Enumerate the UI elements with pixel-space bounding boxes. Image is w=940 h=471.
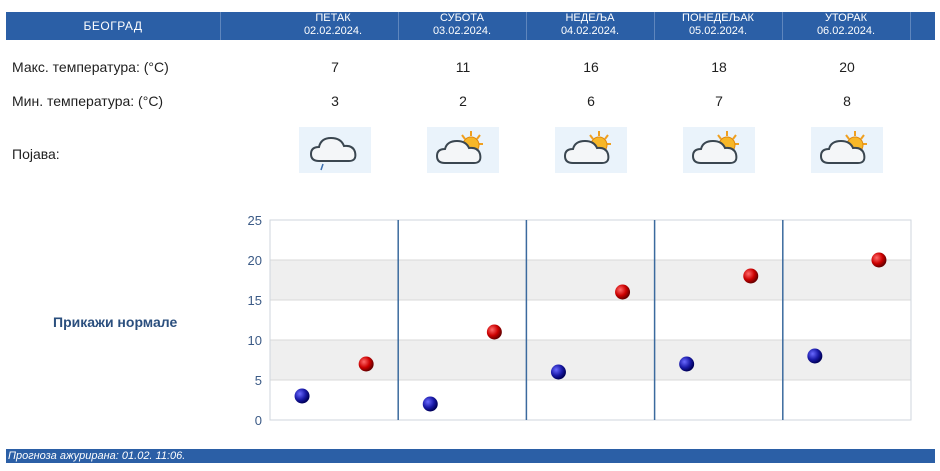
city-name: БЕОГРАД — [83, 19, 143, 33]
y-tick-label: 5 — [255, 373, 262, 388]
show-normals-link[interactable]: Прикажи нормале — [53, 314, 178, 330]
header-divider — [782, 12, 783, 40]
header-divider — [398, 12, 399, 40]
min-temp-point — [807, 348, 823, 364]
day-name: СУБОТА — [440, 12, 484, 24]
partly-cloudy-sun-icon — [683, 127, 755, 173]
day-name: ПОНЕДЕЉАК — [682, 12, 754, 24]
max-temp-point — [615, 284, 631, 300]
y-tick-label: 0 — [255, 413, 262, 428]
max-temp-value: 20 — [839, 59, 855, 75]
header-divider — [220, 12, 221, 40]
grid-band — [270, 260, 911, 300]
min-temp-point — [679, 356, 695, 372]
grid-band — [270, 220, 911, 260]
min-temp-point — [550, 364, 566, 380]
day-header-5: УТОРАК 06.02.2024. — [782, 12, 910, 40]
day-header-2: СУБОТА 03.02.2024. — [398, 12, 526, 40]
max-temp-point — [486, 324, 502, 340]
min-temp-value: 3 — [331, 93, 339, 109]
phenomenon-label: Појава: — [12, 146, 60, 162]
day-date: 02.02.2024. — [303, 25, 363, 37]
max-temp-value: 16 — [583, 59, 599, 75]
day-name: НЕДЕЉА — [565, 12, 615, 24]
grid-band — [270, 340, 911, 380]
grid-band — [270, 300, 911, 340]
max-temp-value: 11 — [455, 59, 471, 75]
y-tick-label: 25 — [248, 213, 262, 228]
day-date: 06.02.2024. — [816, 25, 876, 37]
max-temp-value: 18 — [711, 59, 727, 75]
day-header-1: ПЕТАК 02.02.2024. — [269, 12, 397, 40]
max-temp-point — [358, 356, 374, 372]
max-temp-point — [871, 252, 887, 268]
min-temp-value: 6 — [587, 93, 595, 109]
max-temp-label: Макс. температура: (°C) — [12, 59, 169, 75]
partly-cloudy-sun-icon — [427, 127, 499, 173]
header-divider — [910, 12, 911, 40]
min-temp-value: 2 — [459, 93, 467, 109]
day-date: 03.02.2024. — [432, 25, 492, 37]
min-temp-point — [294, 388, 310, 404]
grid-band — [270, 380, 911, 420]
day-header-4: ПОНЕДЕЉАК 05.02.2024. — [654, 12, 782, 40]
temperature-chart: 0 5 10 15 20 25 — [248, 213, 912, 428]
partly-cloudy-sun-icon — [811, 127, 883, 173]
header-divider — [654, 12, 655, 40]
day-date: 05.02.2024. — [688, 25, 748, 37]
partly-cloudy-sun-icon — [555, 127, 627, 173]
header-divider — [526, 12, 527, 40]
max-temp-value: 7 — [331, 59, 339, 75]
y-tick-label: 20 — [248, 253, 262, 268]
y-tick-label: 15 — [248, 293, 262, 308]
min-temp-value: 7 — [715, 93, 723, 109]
forecast-header: БЕОГРАД ПЕТАК 02.02.2024. СУБОТА 03.02.2… — [6, 12, 935, 40]
day-date: 04.02.2024. — [560, 25, 620, 37]
plot-border — [269, 219, 912, 421]
max-temp-point — [743, 268, 759, 284]
day-name: ПЕТАК — [315, 12, 351, 24]
day-header-3: НЕДЕЉА 04.02.2024. — [526, 12, 654, 40]
min-temp-value: 8 — [843, 93, 851, 109]
day-name: УТОРАК — [824, 12, 868, 24]
cloudy-drizzle-icon — [299, 127, 371, 173]
min-temp-label: Мин. температура: (°C) — [12, 93, 164, 109]
forecast-update-bar: Прогноза ажурирана: 01.02. 11:06. — [6, 449, 935, 463]
y-tick-label: 10 — [248, 333, 262, 348]
min-temp-point — [422, 396, 438, 412]
update-time: Прогноза ажурирана: 01.02. 11:06. — [8, 450, 186, 462]
